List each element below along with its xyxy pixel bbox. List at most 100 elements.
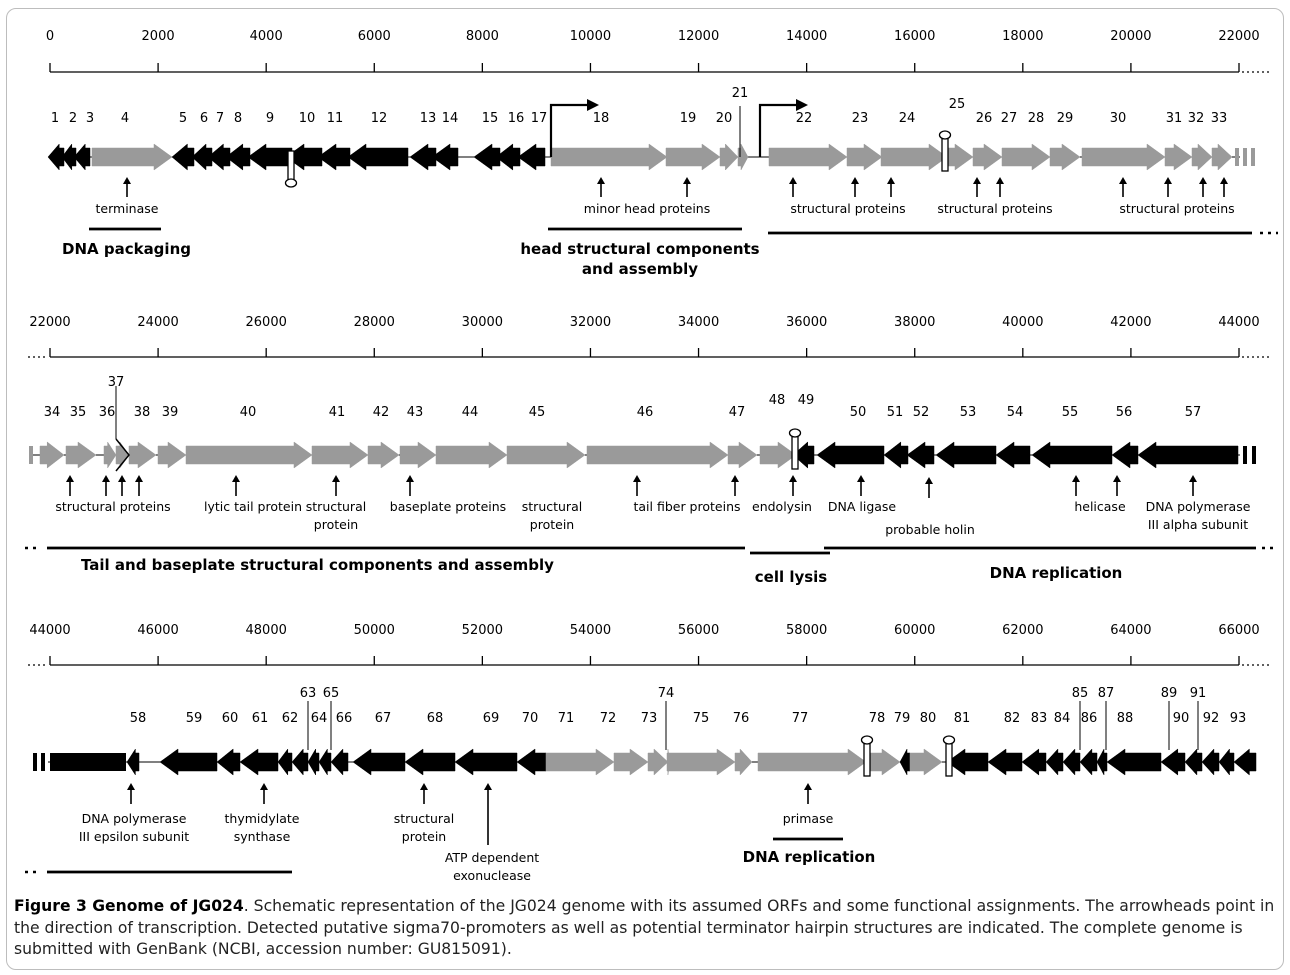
panel2-terminator-hairpin xyxy=(788,428,802,470)
panel2-annotation: helicase xyxy=(1074,499,1126,514)
panel3-orf-89 xyxy=(1160,748,1186,776)
panel2-orf-35 xyxy=(65,441,97,469)
panel3-orf-label: 63 xyxy=(300,686,317,701)
panel1-orf-14 xyxy=(431,143,459,171)
panel2-tick-label: 30000 xyxy=(462,315,503,330)
panel2-orf-label: 52 xyxy=(913,405,930,420)
panel3-orf-67 xyxy=(352,748,406,776)
panel1-orf-label: 9 xyxy=(266,111,274,126)
panel1-orf-label: 31 xyxy=(1166,111,1183,126)
panel3-annotation-arrow-head xyxy=(804,783,812,790)
panel3-orf-label: 86 xyxy=(1081,711,1098,726)
panel2-orf-50 xyxy=(816,441,885,469)
panel1-orf-label: 20 xyxy=(716,111,733,126)
panel1-genome-continues-mark xyxy=(1251,148,1255,166)
panel3-tick-label: 44000 xyxy=(29,623,70,638)
panel1-orf-31 xyxy=(1191,143,1213,171)
panel3-orf-60 xyxy=(216,748,241,776)
panel2-orf-41 xyxy=(311,441,369,469)
panel1-orf-label: 18 xyxy=(593,111,610,126)
panel2-orf-label: 46 xyxy=(637,405,654,420)
panel2-terminator-hairpin-loop xyxy=(788,428,802,438)
panel2-orf-48 xyxy=(759,441,797,469)
panel1-orf-18 xyxy=(550,143,668,171)
panel1-annotation-arrow-head xyxy=(996,177,1004,184)
panel3-annotation: ATP dependent xyxy=(445,850,539,865)
panel2-orf-45 xyxy=(506,441,586,469)
panel3-orf-93 xyxy=(1233,748,1257,776)
panel2-annotation-arrow-head xyxy=(925,477,933,484)
panel2-orf-49 xyxy=(792,441,815,469)
panel2-orf-47 xyxy=(727,441,758,469)
panel1-orf-label: 10 xyxy=(299,111,316,126)
panel2-orf-44 xyxy=(435,441,508,469)
panel2-region-label: DNA replication xyxy=(990,564,1123,582)
panel1-orf-15 xyxy=(473,143,501,171)
panel1-orf-label: 8 xyxy=(234,111,242,126)
caption-title: Figure 3 Genome of JG024 xyxy=(14,897,244,915)
panel2-orf-label: 55 xyxy=(1062,405,1079,420)
panel1-tick-label: 22000 xyxy=(1218,29,1259,44)
panel3-terminator-hairpin-stem xyxy=(863,741,871,777)
panel3-orf-65 xyxy=(318,748,332,776)
panel1-orf-label: 11 xyxy=(327,111,344,126)
panel1-orf-label: 12 xyxy=(371,111,388,126)
panel1-orf-label: 28 xyxy=(1028,111,1045,126)
panel2-orf-label: 49 xyxy=(798,393,815,408)
panel1-orf-16 xyxy=(495,143,521,171)
panel1-orf-23 xyxy=(846,143,883,171)
panel3-annotation: exonuclease xyxy=(453,868,531,883)
panel2-terminator-hairpin-stem xyxy=(791,434,799,470)
panel1-annotation-arrow-head xyxy=(1199,177,1207,184)
panel3-terminator-hairpin xyxy=(860,735,874,777)
panel1-orf-label: 15 xyxy=(482,111,499,126)
panel1-annotation-arrow-head xyxy=(1220,177,1228,184)
panel3-tick-label: 58000 xyxy=(786,623,827,638)
panel3-annotation-arrow-head xyxy=(484,783,492,790)
panel3-orf-label: 80 xyxy=(920,711,937,726)
panel1-annotation-arrow-head xyxy=(789,177,797,184)
panel1-orf-label: 30 xyxy=(1110,111,1127,126)
panel1-annotation-arrow-head xyxy=(887,177,895,184)
panel1-annotation-arrow-head xyxy=(1119,177,1127,184)
panel2-annotation: III alpha subunit xyxy=(1148,517,1248,532)
panel1-region-label: DNA packaging xyxy=(62,240,191,258)
panel3-region-label: DNA replication xyxy=(743,848,876,866)
panel1-orf-29 xyxy=(1081,143,1166,171)
panel1-terminator-hairpin-loop xyxy=(284,178,298,188)
panel2-annotation: probable holin xyxy=(885,522,975,537)
panel3-orf-label: 76 xyxy=(733,711,750,726)
panel2-annotation-arrow-head xyxy=(66,475,74,482)
panel1-tick-label: 0 xyxy=(46,29,54,44)
panel1-orf-17 xyxy=(517,143,546,171)
panel3-orf-91 xyxy=(1201,748,1220,776)
panel1-annotation: structural proteins xyxy=(790,201,905,216)
panel3-orf-label: 71 xyxy=(558,711,575,726)
panel1-tick-label: 20000 xyxy=(1110,29,1151,44)
panel3-orf-label: 66 xyxy=(336,711,353,726)
panel3-orf-label: 92 xyxy=(1203,711,1220,726)
panel3-orf-label: 69 xyxy=(483,711,500,726)
panel2-orf-54 xyxy=(995,441,1031,469)
panel3-orf-label: 90 xyxy=(1173,711,1190,726)
panel2-annotation: endolysin xyxy=(752,499,812,514)
panel1-orf-28 xyxy=(1049,143,1081,171)
panel3-terminator-hairpin-loop xyxy=(860,735,874,745)
panel2-annotation-arrow-head xyxy=(857,475,865,482)
panel2-annotation-arrow-head xyxy=(118,475,126,482)
panel2-orf-label: 42 xyxy=(373,405,390,420)
panel3-orf-86 xyxy=(1079,748,1098,776)
panel3-orf-label: 84 xyxy=(1054,711,1071,726)
panel3-orf-label: 67 xyxy=(375,711,392,726)
panel3-orf-79 xyxy=(899,748,911,776)
panel1-terminator-hairpin xyxy=(938,130,952,172)
panel2-annotation-arrow-head xyxy=(731,475,739,482)
panel3-orf-62 xyxy=(277,748,293,776)
panel2-tick-label: 24000 xyxy=(137,315,178,330)
panel1-terminator-hairpin-stem xyxy=(287,150,295,182)
panel3-orf-84 xyxy=(1045,748,1064,776)
panel1-orf-label: 3 xyxy=(86,111,94,126)
panel2-orf-label: 50 xyxy=(850,405,867,420)
panel3-orf-92 xyxy=(1218,748,1235,776)
panel2-annotation-arrow-head xyxy=(1113,475,1121,482)
